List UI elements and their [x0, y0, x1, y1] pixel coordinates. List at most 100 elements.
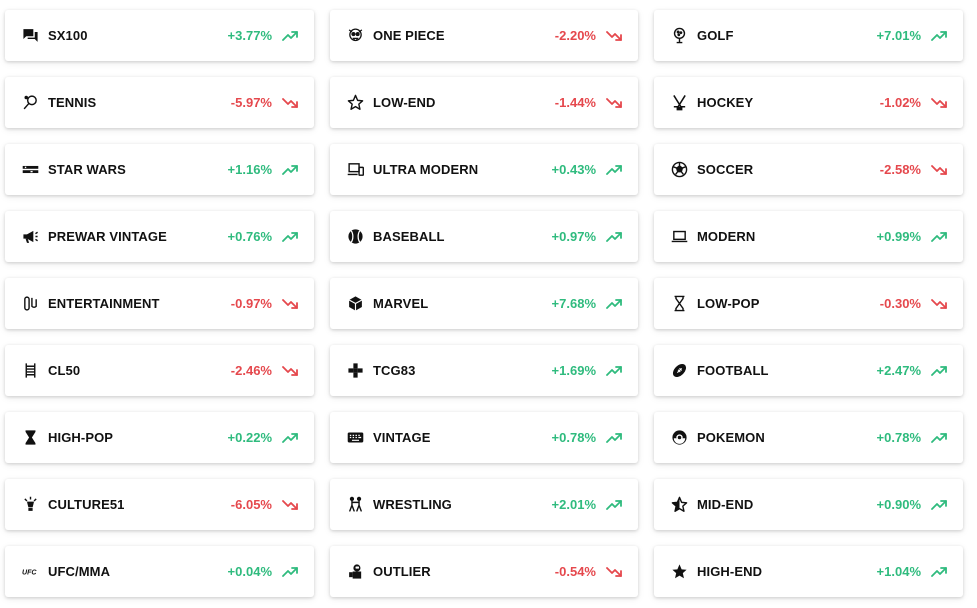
hourglass-outline-icon	[670, 295, 688, 313]
trend-up-icon	[931, 499, 947, 511]
trend-up-icon	[931, 365, 947, 377]
index-card-marvel[interactable]: MARVEL +7.68%	[330, 278, 638, 329]
index-name: VINTAGE	[373, 430, 431, 445]
trend-down-icon	[606, 566, 622, 578]
index-card-tennis[interactable]: TENNIS -5.97%	[5, 77, 314, 128]
index-change: +0.76%	[227, 229, 272, 244]
index-change: +0.78%	[551, 430, 596, 445]
index-change: +1.16%	[227, 162, 272, 177]
trend-down-icon	[282, 97, 298, 109]
index-change: -2.58%	[879, 162, 921, 177]
index-change: -6.05%	[230, 497, 272, 512]
index-name: TENNIS	[48, 95, 97, 110]
index-card-cl50[interactable]: CL50 -2.46%	[5, 345, 314, 396]
pokeball-icon	[670, 429, 688, 447]
index-change: +0.90%	[876, 497, 921, 512]
index-name: POKEMON	[697, 430, 765, 445]
index-card-soccer[interactable]: SOCCER -2.58%	[654, 144, 963, 195]
trend-down-icon	[606, 30, 622, 42]
index-name: FOOTBALL	[697, 363, 769, 378]
index-change: -2.46%	[230, 363, 272, 378]
index-name: HIGH-POP	[48, 430, 114, 445]
index-card-golf[interactable]: GOLF +7.01%	[654, 10, 963, 61]
golf-ball-icon	[670, 27, 688, 45]
index-card-mid-end[interactable]: MID-END +0.90%	[654, 479, 963, 530]
index-card-high-pop[interactable]: HIGH-POP +0.22%	[5, 412, 314, 463]
index-card-vintage[interactable]: VINTAGE +0.78%	[330, 412, 638, 463]
index-card-ufc-mma[interactable]: UFC UFC/MMA +0.04%	[5, 546, 314, 597]
index-card-hockey[interactable]: HOCKEY -1.02%	[654, 77, 963, 128]
index-card-high-end[interactable]: HIGH-END +1.04%	[654, 546, 963, 597]
index-name: ENTERTAINMENT	[48, 296, 160, 311]
devices-icon	[346, 161, 364, 179]
index-change: +0.04%	[227, 564, 272, 579]
lightbulb-icon	[21, 496, 39, 514]
skull-icon	[346, 27, 364, 45]
index-name: LOW-END	[373, 95, 436, 110]
trend-down-icon	[931, 298, 947, 310]
index-change: +7.01%	[876, 28, 921, 43]
baseball-icon	[346, 228, 364, 246]
index-card-one-piece[interactable]: ONE PIECE -2.20%	[330, 10, 638, 61]
index-change: -1.44%	[554, 95, 596, 110]
index-name: TCG83	[373, 363, 416, 378]
trend-up-icon	[282, 566, 298, 578]
index-card-tcg83[interactable]: TCG83 +1.69%	[330, 345, 638, 396]
trend-up-icon	[606, 499, 622, 511]
index-name: STAR WARS	[48, 162, 126, 177]
index-card-ultra-modern[interactable]: ULTRA MODERN +0.43%	[330, 144, 638, 195]
hourglass-filled-icon	[21, 429, 39, 447]
laptop-icon	[670, 228, 688, 246]
soccer-ball-icon	[670, 161, 688, 179]
index-change: +0.78%	[876, 430, 921, 445]
ufc-logo-icon: UFC	[21, 563, 39, 581]
index-change: +7.68%	[551, 296, 596, 311]
index-name: SOCCER	[697, 162, 754, 177]
index-name: CULTURE51	[48, 497, 125, 512]
index-name: OUTLIER	[373, 564, 431, 579]
index-name: GOLF	[697, 28, 734, 43]
index-card-sx100[interactable]: SX100 +3.77%	[5, 10, 314, 61]
index-card-modern[interactable]: MODERN +0.99%	[654, 211, 963, 262]
index-card-football[interactable]: FOOTBALL +2.47%	[654, 345, 963, 396]
cube-icon	[346, 295, 364, 313]
trend-up-icon	[282, 231, 298, 243]
index-card-culture51[interactable]: CULTURE51 -6.05%	[5, 479, 314, 530]
index-card-entertainment[interactable]: ENTERTAINMENT -0.97%	[5, 278, 314, 329]
trend-up-icon	[606, 298, 622, 310]
index-change: -1.02%	[879, 95, 921, 110]
index-name: ONE PIECE	[373, 28, 445, 43]
index-name: ULTRA MODERN	[373, 162, 479, 177]
index-card-wrestling[interactable]: WRESTLING +2.01%	[330, 479, 638, 530]
index-change: -0.97%	[230, 296, 272, 311]
index-card-pokemon[interactable]: POKEMON +0.78%	[654, 412, 963, 463]
index-name: HOCKEY	[697, 95, 754, 110]
index-card-baseball[interactable]: BASEBALL +0.97%	[330, 211, 638, 262]
trend-up-icon	[606, 432, 622, 444]
index-card-low-end[interactable]: LOW-END -1.44%	[330, 77, 638, 128]
trend-up-icon	[282, 164, 298, 176]
megaphone-icon	[21, 228, 39, 246]
index-card-prewar-vintage[interactable]: PREWAR VINTAGE +0.76%	[5, 211, 314, 262]
index-change: +2.01%	[551, 497, 596, 512]
index-name: WRESTLING	[373, 497, 452, 512]
index-change: -2.20%	[554, 28, 596, 43]
index-card-low-pop[interactable]: LOW-POP -0.30%	[654, 278, 963, 329]
index-card-star-wars[interactable]: STAR WARS +1.16%	[5, 144, 314, 195]
trend-up-icon	[931, 432, 947, 444]
index-name: CL50	[48, 363, 81, 378]
gamepad-icon	[346, 362, 364, 380]
film-reel-icon	[21, 295, 39, 313]
trend-up-icon	[606, 231, 622, 243]
hockey-sticks-icon	[670, 94, 688, 112]
index-change: +1.69%	[551, 363, 596, 378]
index-change: +2.47%	[876, 363, 921, 378]
index-card-outlier[interactable]: OUTLIER -0.54%	[330, 546, 638, 597]
trend-up-icon	[282, 432, 298, 444]
index-name: MID-END	[697, 497, 754, 512]
index-change: -0.54%	[554, 564, 596, 579]
index-change: -5.97%	[230, 95, 272, 110]
index-change: +0.99%	[876, 229, 921, 244]
football-icon	[670, 362, 688, 380]
